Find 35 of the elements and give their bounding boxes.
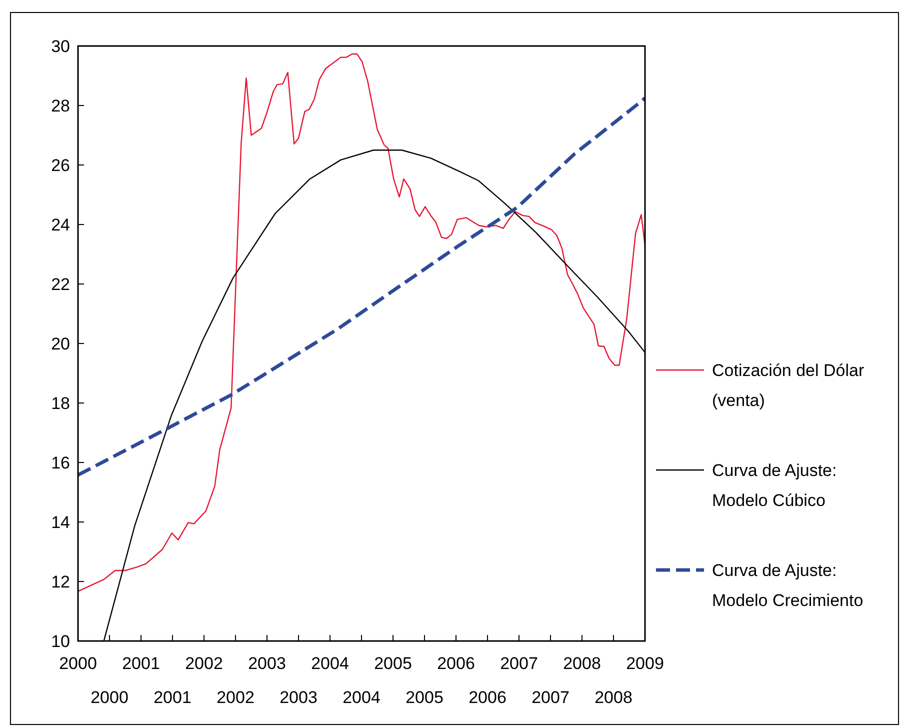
x-tick-label: 2002 [185, 654, 223, 673]
legend-label: Cotización del Dólar (venta) [712, 360, 864, 410]
x-tick-label: 2005 [374, 654, 412, 673]
y-tick-label: 20 [51, 334, 70, 354]
text: 2002 [216, 688, 254, 707]
x-tick-label: 2000 [59, 654, 97, 673]
y-tick-label: 14 [51, 512, 70, 532]
text: 2000 [90, 688, 128, 707]
x-tick-label: 2007 [500, 654, 538, 673]
text: 2003 [280, 688, 318, 707]
y-tick-label: 24 [51, 215, 70, 234]
x-tick-label: 2006 [437, 654, 475, 673]
x-tick-label: 2001 [122, 654, 160, 673]
text: 2006 [468, 688, 506, 707]
y-tick-label: 30 [51, 36, 70, 56]
x-tick-label: 2008 [563, 654, 601, 673]
x-tick-label: 2003 [248, 654, 286, 673]
text: 2001 [154, 688, 192, 707]
text: 2008 [594, 688, 632, 707]
legend-label: Curva de Ajuste: Modelo Crecimiento [712, 560, 864, 610]
text: 2004 [342, 688, 380, 707]
y-tick-label: 26 [51, 156, 70, 175]
x-tick-label: 2004 [311, 654, 349, 673]
y-tick-label: 18 [51, 394, 70, 413]
line-series [78, 96, 645, 477]
y-tick-label: 22 [51, 274, 70, 294]
legend-label: Curva de Ajuste: Modelo Cúbico [712, 460, 837, 510]
text: 2005 [406, 688, 444, 707]
x-tick-label: 2009 [626, 654, 664, 673]
y-tick-label: 16 [51, 453, 70, 472]
text: 2007 [532, 688, 570, 707]
y-tick-label: 28 [51, 96, 70, 116]
line-series [78, 53, 645, 592]
y-tick-label: 10 [51, 632, 70, 651]
y-tick-label: 12 [51, 572, 70, 592]
